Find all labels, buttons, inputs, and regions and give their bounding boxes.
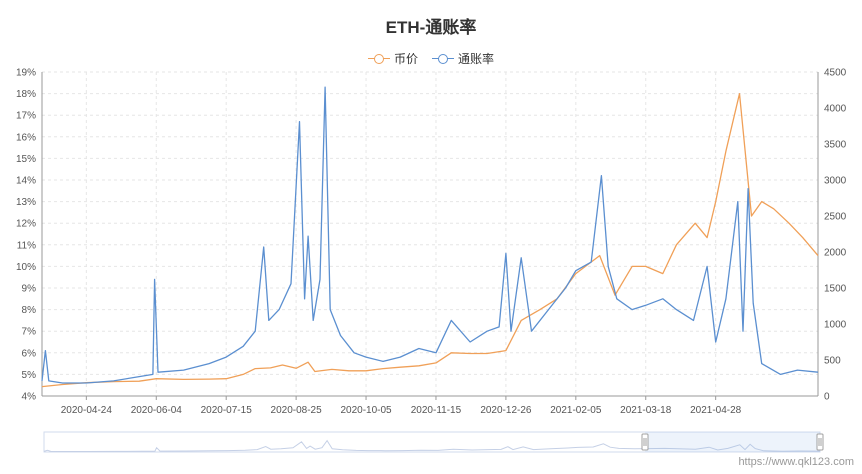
series-line-inflation xyxy=(41,86,819,384)
x-tick-label: 2020-10-05 xyxy=(340,405,392,416)
y-left-tick-label: 11% xyxy=(17,240,36,251)
zoom-preview-line xyxy=(43,439,821,452)
chart-legend: 币价 通账率 xyxy=(0,50,862,67)
y-left-tick-label: 10% xyxy=(16,262,36,273)
x-tick-label: 2020-11-15 xyxy=(411,405,462,416)
y-right-tick-label: 4500 xyxy=(824,68,847,79)
y-left-tick-label: 16% xyxy=(16,132,36,143)
grid xyxy=(42,71,818,397)
y-left-tick-label: 12% xyxy=(16,219,36,230)
y-right-tick-label: 3500 xyxy=(824,140,847,151)
x-tick-label: 2020-04-24 xyxy=(61,405,113,416)
legend-item-price[interactable]: 币价 xyxy=(367,50,418,67)
data-zoom[interactable] xyxy=(43,431,824,453)
y-right-tick-label: 500 xyxy=(824,356,841,367)
y-left-tick-label: 14% xyxy=(16,176,36,187)
y-right-tick-label: 1500 xyxy=(824,284,847,295)
y-left-tick-label: 5% xyxy=(22,370,37,381)
x-tick-label: 2020-12-26 xyxy=(480,405,532,416)
zoom-handle-left xyxy=(641,433,649,451)
legend-label-inflation: 通账率 xyxy=(458,52,495,66)
watermark: https://www.qkl123.com xyxy=(738,456,854,468)
legend-item-inflation[interactable]: 通账率 xyxy=(432,50,494,67)
chart-title: ETH-通账率 xyxy=(385,18,477,37)
y-left-tick-label: 8% xyxy=(22,305,37,316)
y-left-tick-label: 17% xyxy=(16,111,36,122)
axes: 4% 5% 6% 7% 8% 9% 10% 11% 12% 13% 14% 15% 16% 17% 18% 1… xyxy=(16,68,847,417)
x-tick-label: 2021-04-28 xyxy=(690,405,742,416)
y-left-tick-label: 4% xyxy=(22,392,37,403)
y-right-tick-label: 1000 xyxy=(824,320,847,331)
legend-label-price: 币价 xyxy=(393,52,418,66)
legend-line-icon xyxy=(432,53,454,65)
y-right-tick-label: 4000 xyxy=(824,104,847,115)
y-left-tick-label: 9% xyxy=(22,284,37,295)
y-right-tick-label: 2500 xyxy=(824,212,847,223)
x-tick-label: 2021-02-05 xyxy=(550,405,602,416)
zoom-handle-right xyxy=(816,433,824,451)
y-right-tick-label: 3000 xyxy=(824,176,847,187)
legend-line-icon xyxy=(367,53,390,65)
y-left-tick-label: 13% xyxy=(16,197,36,208)
y-left-tick-label: 6% xyxy=(22,348,37,359)
series-line-price xyxy=(41,92,819,388)
y-right-tick-label: 0 xyxy=(824,392,830,403)
y-left-tick-label: 15% xyxy=(16,154,36,165)
y-left-tick-label: 18% xyxy=(16,89,36,100)
x-tick-label: 2021-03-18 xyxy=(620,405,672,416)
x-tick-label: 2020-07-15 xyxy=(201,405,253,416)
x-tick-label: 2020-06-04 xyxy=(131,405,183,416)
y-left-tick-label: 19% xyxy=(16,68,36,79)
y-right-tick-label: 2000 xyxy=(824,248,847,259)
zoom-selection xyxy=(645,432,820,452)
x-tick-label: 2020-08-25 xyxy=(271,405,323,416)
y-left-tick-label: 7% xyxy=(22,327,37,338)
series-group xyxy=(41,86,819,388)
